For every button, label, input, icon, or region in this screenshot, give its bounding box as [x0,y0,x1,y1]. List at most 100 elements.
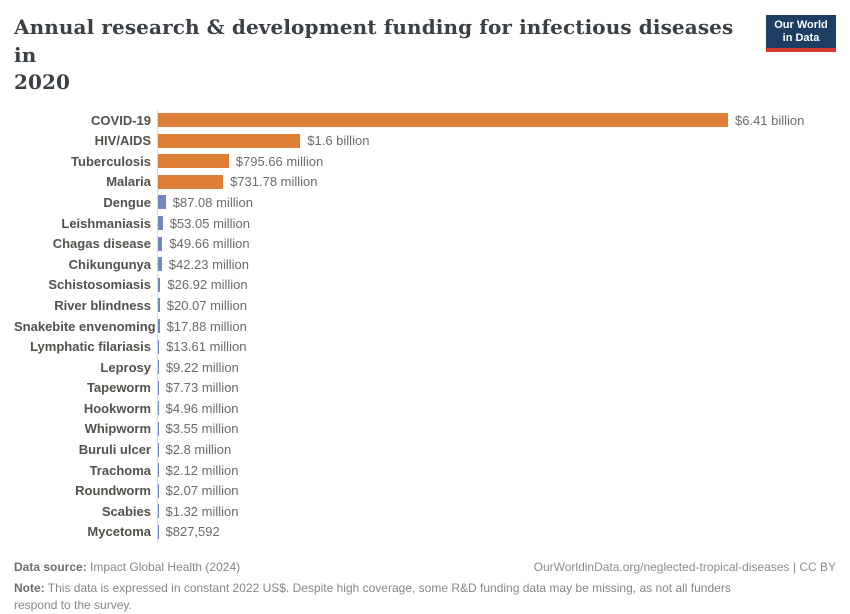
chart-row: Malaria $731.78 million [14,171,836,193]
footer-top-row: Data source: Impact Global Health (2024)… [14,559,836,576]
bar [158,483,159,498]
chart-row: Chikungunya $42.23 million [14,253,836,275]
category-label: Hookworm [83,400,151,416]
category-label: Schistosomiasis [48,277,151,293]
bar-zone: $2.07 million [157,480,836,502]
data-source: Data source: Impact Global Health (2024) [14,559,240,576]
bar [158,133,301,148]
category-label: Leishmaniasis [61,215,151,231]
bar-zone: $1.32 million [157,501,836,522]
bar [158,277,161,292]
value-label: $42.23 million [168,256,249,272]
bar-zone: $2.8 million [157,439,836,460]
page-title: Annual research & development funding fo… [14,15,734,95]
chart-row: Dengue $87.08 million [14,192,836,213]
category-label: River blindness [54,297,151,313]
owid-logo-text: Our World in Data [774,19,828,44]
chart-row: Trachoma $2.12 million [14,459,836,481]
bar-zone: $731.78 million [157,171,836,193]
bar-zone: $795.66 million [157,150,836,172]
value-label: $2.07 million [165,483,239,499]
chart-row: Lymphatic filariasis $13.61 million [14,336,836,357]
value-label: $49.66 million [169,236,250,252]
bar-zone: $20.07 million [157,295,836,316]
chart-row: Leishmaniasis $53.05 million [14,212,836,234]
header: Annual research & development funding fo… [14,14,836,97]
value-label: $827,592 [165,524,220,540]
value-label: $1.32 million [165,503,239,519]
note-label: Note: [14,581,45,596]
owid-url-link[interactable]: OurWorldinData.org/neglected-tropical-di… [533,560,836,575]
chart-row: Leprosy $9.22 million [14,356,836,378]
value-label: $4.96 million [165,400,239,416]
category-label: Roundworm [75,483,151,499]
value-label: $20.07 million [166,297,247,313]
category-label: Tapeworm [86,380,151,396]
bar [158,257,162,272]
category-label: Mycetoma [87,524,151,540]
bar [158,339,160,354]
bar-zone: $53.05 million [157,212,836,234]
chart-row: Snakebite envenoming $17.88 million [14,315,836,337]
bar [158,504,159,519]
category-label: Buruli ulcer [78,442,151,458]
value-label: $13.61 million [166,339,247,355]
category-label: Leprosy [100,359,151,375]
category-label: Snakebite envenoming [14,318,156,334]
category-label: Scabies [101,503,151,519]
value-label: $17.88 million [166,318,247,334]
category-label: Malaria [106,174,151,190]
bar [158,360,159,375]
bar-zone: $3.55 million [157,418,836,440]
bar [158,216,163,231]
note-value: This data is expressed in constant 2022 … [14,581,731,613]
value-label: $2.8 million [165,442,232,458]
value-label: $795.66 million [235,153,324,169]
value-label: $3.55 million [165,421,239,437]
category-label: Trachoma [89,462,151,478]
bar [158,319,160,334]
chart-row: Hookworm $4.96 million [14,398,836,419]
bar-zone: $827,592 [157,521,836,543]
value-label: $731.78 million [230,174,318,190]
chart-row: Roundworm $2.07 million [14,480,836,502]
chart-row: Tapeworm $7.73 million [14,377,836,399]
bar [158,524,159,539]
chart-row: Scabies $1.32 million [14,501,836,522]
data-source-label: Data source: [14,560,87,575]
category-label: Dengue [103,194,151,210]
value-label: $7.73 million [165,380,239,396]
chart-row: Chagas disease $49.66 million [14,233,836,254]
chart-row: Mycetoma $827,592 [14,521,836,543]
bar [158,421,159,436]
chart-row: River blindness $20.07 million [14,295,836,316]
bar-zone: $87.08 million [157,192,836,213]
footer-note: Note: This data is expressed in constant… [14,580,776,614]
value-label: $53.05 million [169,215,250,231]
value-label: $87.08 million [172,194,253,210]
bar-zone: $42.23 million [157,253,836,275]
value-label: $2.12 million [165,462,239,478]
bar-zone: $2.12 million [157,459,836,481]
category-label: Tuberculosis [71,153,151,169]
data-source-value: Impact Global Health (2024) [86,560,241,575]
chart-row: Tuberculosis $795.66 million [14,150,836,172]
category-label: Chagas disease [52,236,151,252]
bar-zone: $13.61 million [157,336,836,357]
chart-row: Schistosomiasis $26.92 million [14,274,836,296]
category-label: COVID-19 [91,112,151,128]
bar-zone: $17.88 million [157,315,836,337]
bar-zone: $7.73 million [157,377,836,399]
category-label: HIV/AIDS [94,133,151,149]
bar [158,463,159,478]
category-label: Lymphatic filariasis [30,339,151,355]
bar [158,154,229,169]
bar [158,236,163,251]
bar [158,380,159,395]
chart-row: COVID-19 $6.41 billion [14,109,836,131]
bar [158,113,728,128]
bar-zone: $4.96 million [157,398,836,419]
bar [158,195,166,210]
bar [158,174,224,189]
